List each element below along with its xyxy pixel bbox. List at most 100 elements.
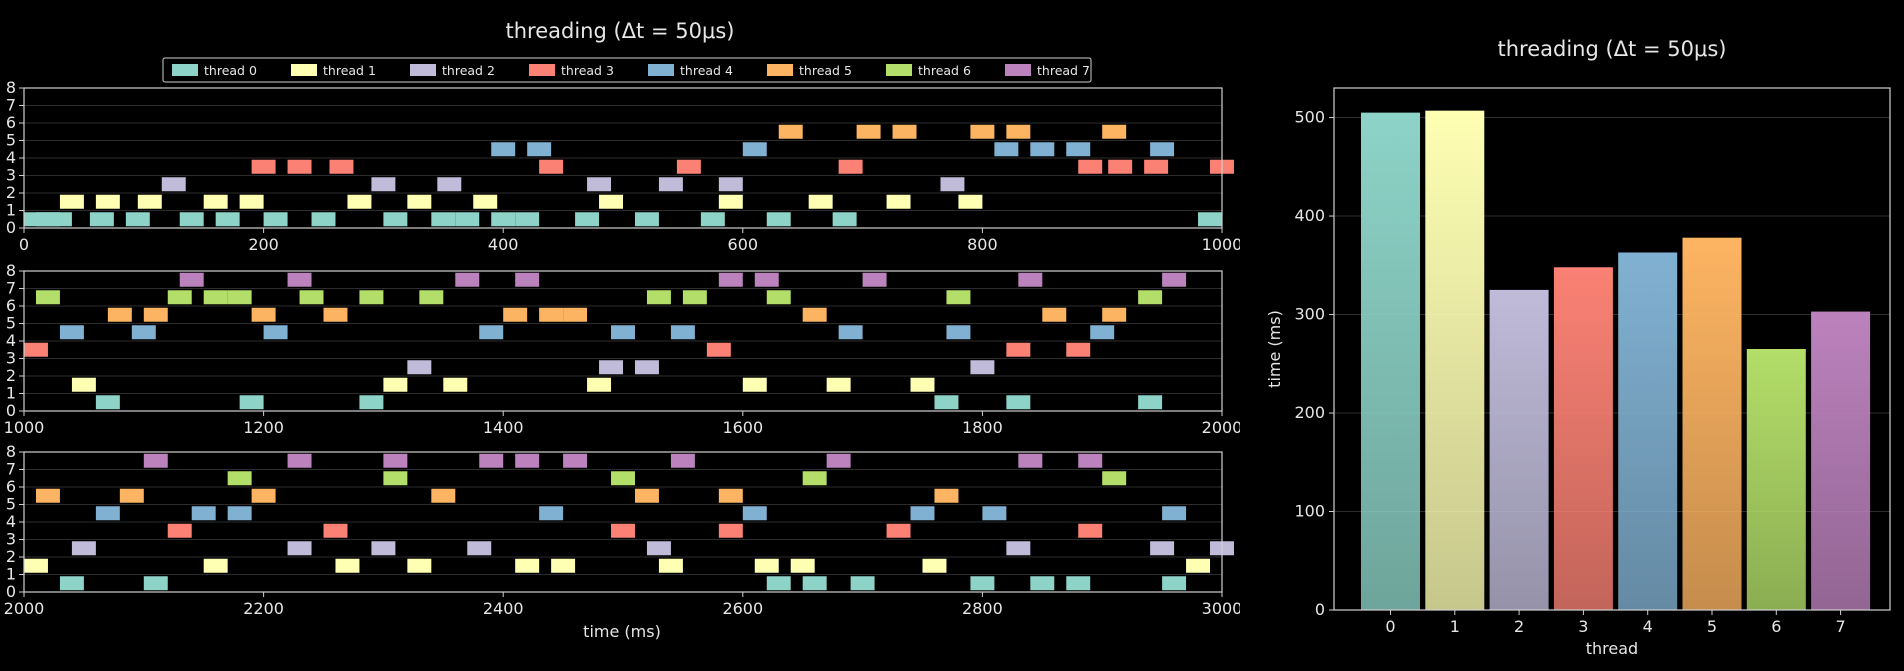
ytick-label: 3 [6,349,16,368]
block-thread-2 [599,360,623,375]
block-thread-3 [329,159,354,174]
timeline-title: threading (Δt = 50μs) [506,19,735,43]
bar-thread-0 [1361,112,1420,610]
block-thread-4 [1030,142,1055,157]
block-thread-6 [299,290,324,305]
block-thread-1 [754,558,779,573]
block-thread-3 [886,523,911,538]
block-thread-3 [676,159,701,174]
ytick-label: 6 [6,477,16,496]
block-thread-1 [718,194,743,209]
bar-thread-3 [1553,267,1613,610]
xtick-label: 200 [248,235,279,254]
xtick-label: 400 [488,235,519,254]
block-thread-5 [1042,307,1067,322]
xtick-label: 0 [1385,617,1395,636]
block-thread-4 [227,506,252,521]
legend-swatch-0 [172,64,198,76]
block-thread-4 [946,325,971,340]
block-thread-7 [515,272,540,287]
ytick-label: 8 [6,78,16,97]
block-thread-4 [611,325,635,340]
ytick-label: 300 [1294,305,1325,324]
block-thread-2 [634,360,659,375]
block-thread-6 [227,471,252,486]
block-thread-7 [287,272,312,287]
thread-timeline-chart: threading (Δt = 50μs)thread 0 thread 1 thr… [4,19,1243,641]
ytick-label: 5 [6,131,16,150]
block-thread-3 [24,342,48,357]
block-thread-1 [922,558,947,573]
block-thread-7 [1018,272,1043,287]
block-thread-7 [455,272,480,287]
block-thread-4 [1162,506,1187,521]
xtick-label: 3 [1578,617,1588,636]
block-thread-0 [850,576,875,591]
block-thread-6 [946,290,971,305]
block-thread-6 [227,290,252,305]
block-thread-7 [1018,453,1043,468]
block-thread-0 [491,212,516,227]
block-thread-5 [934,488,959,503]
block-thread-4 [838,325,863,340]
block-thread-2 [71,541,96,556]
legend-label-3: thread 3 [561,63,614,78]
block-thread-6 [1138,290,1163,305]
block-thread-4 [910,506,935,521]
block-thread-2 [371,177,396,192]
block-thread-5 [1102,307,1127,322]
block-thread-4 [1150,142,1175,157]
block-thread-3 [1108,159,1133,174]
legend: thread 0 thread 1 thread 2 thread 3 thread 4… [162,57,1092,83]
block-thread-6 [359,290,384,305]
block-thread-1 [24,558,48,573]
block-thread-0 [143,576,168,591]
legend-label-2: thread 2 [442,63,495,78]
xtick-label: 600 [728,235,759,254]
block-thread-0 [383,212,408,227]
xtick-label: 1000 [1202,235,1240,254]
xtick-label: 6 [1771,617,1781,636]
block-thread-4 [95,506,120,521]
block-thread-4 [1090,325,1115,340]
block-thread-6 [646,290,671,305]
xtick-label: 1800 [962,418,1003,437]
block-thread-7 [479,453,504,468]
ytick-label: 200 [1294,403,1325,422]
block-thread-0 [1066,576,1091,591]
block-thread-5 [634,488,659,503]
block-thread-4 [1066,142,1091,157]
block-thread-5 [563,307,588,322]
ytick-label: 5 [6,314,16,333]
xtick-label: 1400 [483,418,524,437]
block-thread-5 [778,124,803,139]
bar-title: threading (Δt = 50μs) [1498,37,1727,61]
block-thread-1 [95,194,120,209]
block-thread-1 [958,194,983,209]
block-thread-1 [347,194,372,209]
block-thread-7 [754,272,779,287]
block-thread-1 [59,194,84,209]
ytick-label: 0 [6,582,16,601]
block-thread-2 [1150,541,1175,556]
block-thread-2 [718,177,743,192]
block-thread-1 [203,558,228,573]
block-thread-2 [646,541,671,556]
xtick-label: 2200 [243,599,284,618]
xtick-label: 7 [1836,617,1846,636]
block-thread-2 [1006,541,1031,556]
block-thread-3 [838,159,863,174]
block-thread-2 [161,177,186,192]
block-thread-0 [766,212,791,227]
timeline-xlabel: time (ms) [583,622,661,641]
ytick-label: 7 [6,460,16,479]
ytick-label: 6 [6,296,16,315]
block-thread-5 [143,307,168,322]
ytick-label: 6 [6,113,16,132]
block-thread-0 [634,212,659,227]
block-thread-0 [700,212,725,227]
block-thread-0 [125,212,150,227]
block-thread-2 [467,541,492,556]
block-thread-0 [802,576,827,591]
